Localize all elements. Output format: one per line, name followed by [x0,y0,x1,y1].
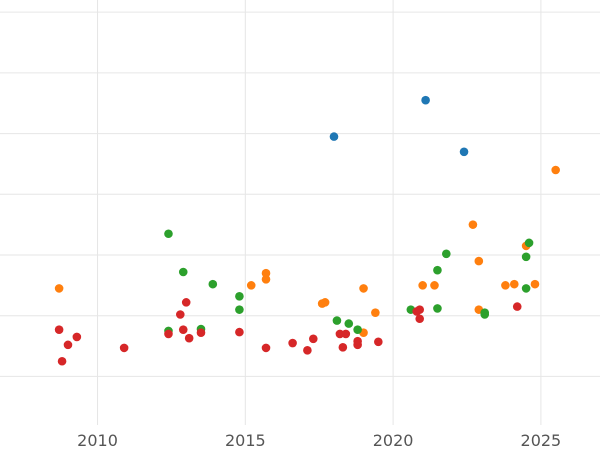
data-point [54,284,64,293]
data-point [335,329,345,339]
data-point [63,340,73,350]
data-point [353,336,362,346]
data-point [521,284,531,293]
data-point [261,274,271,284]
data-point [54,325,64,334]
data-point [501,281,510,290]
data-point [184,333,194,343]
data-point [374,337,383,347]
data-point [72,332,82,342]
data-point [433,304,442,313]
data-point [338,342,348,352]
data-point [353,325,362,334]
data-point [288,338,297,348]
data-point [235,327,244,337]
data-point [329,132,339,141]
data-point [371,308,380,317]
data-point [341,329,351,339]
data-point [208,279,218,289]
data-point [459,147,469,157]
data-point [178,325,188,334]
x-tick-label: 2015 [225,431,266,450]
data-point [474,256,484,266]
data-point [261,343,271,353]
data-point [521,252,531,262]
grid-lines [0,0,600,425]
x-axis-tick-labels: 2010 2015 2020 2025 [77,431,561,450]
data-point [551,165,560,175]
data-point [181,298,191,307]
data-point [164,329,173,339]
data-point [415,305,425,314]
data-point [261,268,271,278]
data-point [512,302,522,311]
x-tick-label: 2010 [77,431,118,450]
data-point [442,249,451,259]
data-points [54,95,560,366]
data-point [320,298,330,307]
data-point [480,308,490,317]
data-point [433,265,442,275]
data-point [415,314,425,324]
data-point [196,328,206,338]
x-tick-label: 2020 [373,431,414,450]
data-point [235,291,244,301]
data-point [309,334,318,344]
data-point [246,281,256,290]
data-point [530,279,540,289]
data-point [303,346,312,355]
data-point [175,310,185,319]
data-point [119,343,129,353]
data-point [235,305,244,314]
data-point [421,95,430,105]
x-tick-label: 2025 [521,431,562,450]
data-point [430,281,439,290]
data-point [509,279,519,289]
data-point [332,316,342,325]
data-point [164,229,173,239]
data-point [359,284,368,293]
data-point [57,356,67,366]
data-point [524,238,534,248]
data-point [468,220,478,229]
data-point [418,281,427,290]
data-point [178,267,188,277]
data-point [344,319,354,328]
